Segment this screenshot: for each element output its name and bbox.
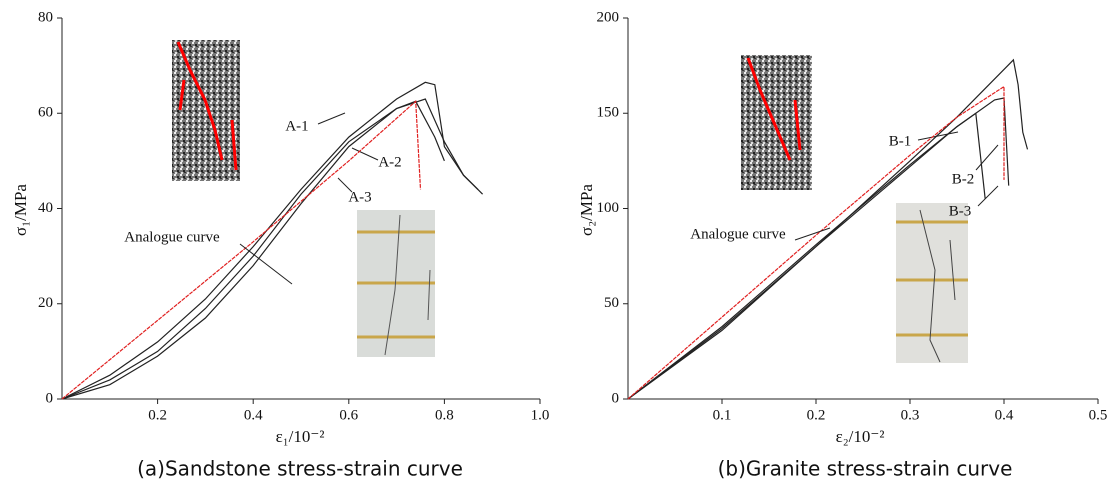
x-tick-label: 0.2 — [148, 407, 167, 423]
annotation-leader — [977, 185, 999, 207]
photo-crack-a — [172, 40, 240, 181]
y-tick-label: 100 — [597, 200, 620, 216]
series-line — [627, 58, 1029, 400]
x-tick-label: 0.4 — [995, 407, 1014, 423]
annotation-leader — [239, 243, 293, 285]
x-tick-label: 0.2 — [807, 407, 826, 423]
y-axis-label: σ₂/MPa — [577, 184, 596, 236]
annotation-leader — [794, 227, 831, 241]
y-tick-label: 20 — [38, 295, 53, 311]
y-tick-label: 60 — [38, 105, 53, 121]
series-line — [627, 97, 1010, 400]
series-annotation: B-2 — [952, 171, 975, 187]
y-tick-label: 40 — [38, 200, 53, 216]
series-line — [61, 100, 445, 400]
caption: (a)Sandstone stress-strain curve — [137, 457, 463, 481]
series-annotation: B-3 — [949, 203, 972, 219]
y-axis-label: σ₁/MPa — [11, 184, 30, 236]
series-line — [61, 100, 422, 400]
x-axis-label: ε₂/10⁻² — [836, 427, 885, 446]
x-tick-label: 0.1 — [713, 407, 732, 423]
photo-crack-b — [741, 55, 812, 190]
annotation-leader — [975, 144, 999, 171]
annotation-leader — [351, 147, 379, 161]
annotation-leader — [337, 177, 353, 193]
y-tick-label: 0 — [46, 390, 54, 406]
x-tick-label: 0.6 — [339, 407, 358, 423]
x-tick-label: 0.8 — [435, 407, 454, 423]
annotation-leader — [917, 131, 959, 141]
y-tick-label: 200 — [597, 9, 620, 25]
photo-sample-a — [357, 210, 435, 357]
y-tick-label: 80 — [38, 9, 53, 25]
series-annotation: Analogue curve — [690, 226, 786, 242]
series-annotation: A-2 — [378, 154, 401, 170]
x-axis-label: ε₁/10⁻² — [276, 427, 325, 446]
series-annotation: A-3 — [348, 189, 371, 205]
series-line — [627, 85, 1005, 400]
y-tick-label: 50 — [604, 295, 619, 311]
annotation-leader — [317, 112, 346, 125]
series-annotation: A-1 — [285, 118, 308, 134]
x-tick-label: 0.3 — [901, 407, 920, 423]
series-line — [61, 98, 479, 400]
x-tick-label: 1.0 — [531, 407, 550, 423]
x-tick-label: 0.5 — [1089, 407, 1108, 423]
y-tick-label: 0 — [612, 390, 620, 406]
y-tick-label: 150 — [597, 105, 620, 121]
series-annotation: Analogue curve — [124, 229, 220, 245]
series-annotation: B-1 — [889, 133, 912, 149]
x-tick-label: 0.4 — [244, 407, 263, 423]
photo-sample-b — [896, 203, 968, 363]
caption: (b)Granite stress-strain curve — [718, 457, 1013, 481]
series-line — [627, 112, 986, 400]
